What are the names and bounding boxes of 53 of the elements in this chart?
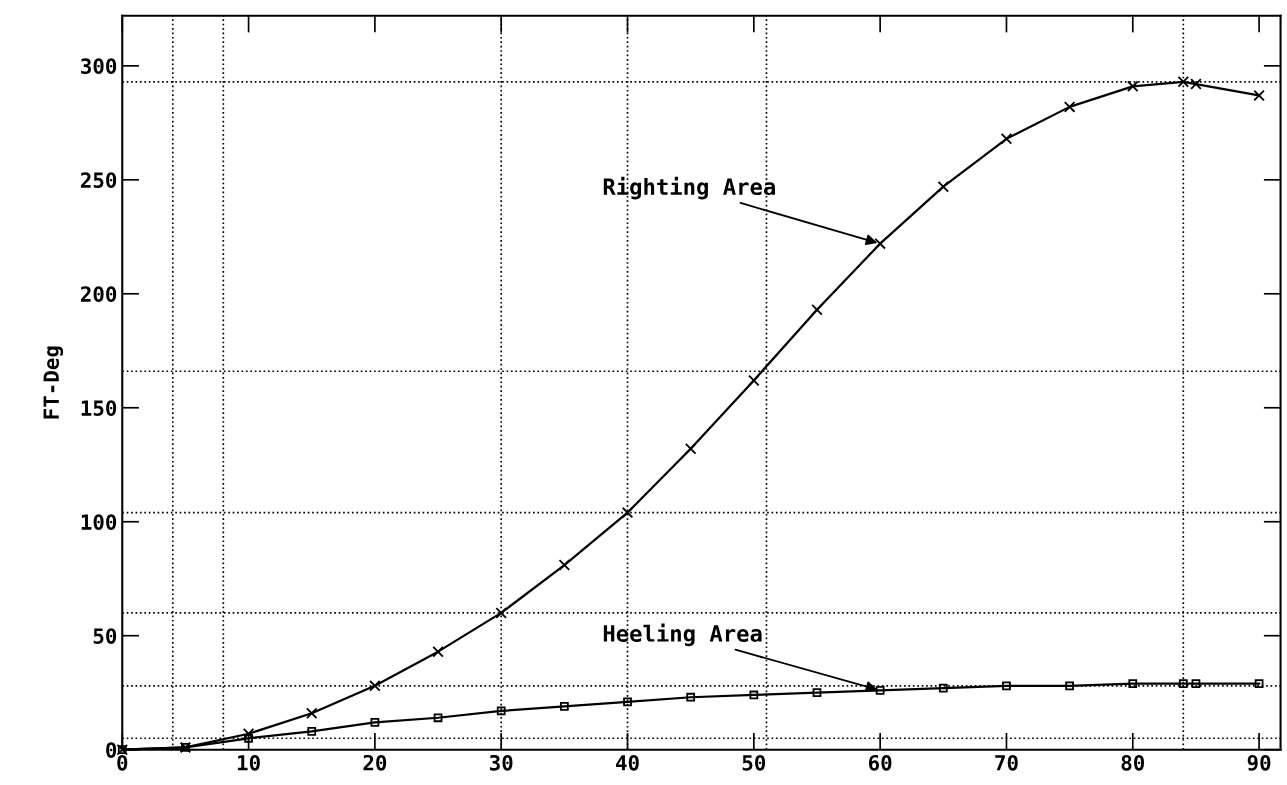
x-tick-label: 0	[117, 754, 128, 771]
point	[369, 680, 381, 692]
point	[242, 727, 255, 740]
point	[1191, 679, 1201, 688]
x-tick-label: 40	[616, 754, 639, 771]
point	[1000, 133, 1013, 145]
point	[1128, 679, 1138, 688]
y-tick-label: 0	[106, 742, 117, 758]
y-tick-label: 200	[80, 286, 117, 302]
point	[1002, 681, 1011, 691]
y-tick-label: 50	[93, 628, 117, 644]
x-tick-label: 70	[995, 754, 1018, 771]
point	[432, 645, 444, 658]
x-tick-label: 50	[742, 754, 766, 771]
x-tick-label: 20	[363, 754, 387, 771]
point	[621, 506, 634, 519]
point	[1254, 679, 1264, 688]
point	[433, 713, 443, 723]
point	[938, 683, 948, 693]
point	[874, 237, 886, 250]
point	[1178, 679, 1188, 688]
point	[749, 690, 759, 700]
point	[875, 686, 885, 695]
y-tick-label: 150	[81, 400, 117, 416]
x-tick-label: 10	[237, 754, 260, 771]
point	[812, 688, 822, 698]
annotation: Righting Area	[603, 176, 775, 200]
point	[495, 607, 507, 619]
point	[1063, 101, 1076, 113]
x-tick-label: 90	[1247, 754, 1271, 771]
y-tick-label: 100	[81, 514, 117, 530]
point	[623, 697, 632, 707]
point	[748, 374, 760, 387]
x-tick-label: 60	[868, 754, 892, 771]
point	[1127, 80, 1139, 93]
y-tick-label: 300	[81, 58, 117, 75]
point	[937, 180, 950, 193]
point	[559, 701, 569, 711]
y-tick-label: 250	[80, 172, 117, 189]
point	[1065, 681, 1074, 691]
point	[307, 727, 317, 736]
point	[558, 559, 571, 571]
annotation: Heeling Area	[603, 623, 762, 647]
point	[684, 443, 697, 455]
point	[1253, 89, 1265, 102]
x-tick-label: 80	[1121, 754, 1145, 771]
point	[305, 707, 318, 719]
y-axis-title: FT-Deg	[43, 346, 64, 419]
point	[496, 706, 506, 716]
point	[811, 303, 823, 316]
x-tick-label: 30	[489, 754, 513, 771]
point	[370, 717, 380, 727]
point	[686, 692, 696, 702]
